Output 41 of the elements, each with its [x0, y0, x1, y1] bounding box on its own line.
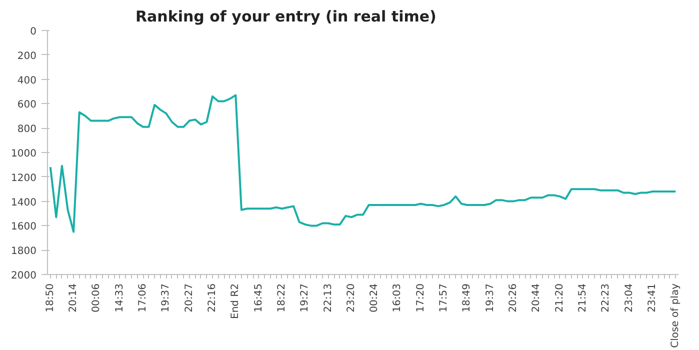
- y-tick-label: 800: [17, 124, 37, 136]
- x-tick-label: 18:50: [44, 283, 56, 312]
- x-tick-label: 21:20: [554, 283, 566, 312]
- x-tick-label: 23:04: [624, 283, 635, 312]
- x-tick-label: 18:49: [462, 283, 473, 312]
- y-tick-label: 0: [30, 26, 37, 38]
- x-tick-label: 19:37: [160, 283, 172, 312]
- x-tick-label: 19:27: [300, 283, 311, 312]
- x-tick-label: 22:13: [322, 283, 334, 312]
- x-tick-label: 17:06: [138, 283, 149, 312]
- y-tick-label: 600: [17, 100, 37, 111]
- x-tick-label: End R2: [230, 283, 242, 319]
- y-tick-label: 1200: [11, 172, 37, 184]
- x-tick-label: 16:03: [392, 283, 404, 312]
- x-tick-label: 20:27: [184, 283, 195, 312]
- y-tick-label: 2000: [11, 270, 37, 282]
- x-tick-label: 18:22: [276, 283, 288, 312]
- x-tick-label: 00:24: [369, 283, 380, 312]
- x-tick-label: 23:41: [646, 283, 658, 312]
- x-tick-label: 16:45: [253, 283, 264, 312]
- x-tick-label: 00:06: [91, 283, 102, 312]
- x-tick-label: 17:57: [438, 283, 450, 312]
- x-tick-label: 14:33: [114, 283, 126, 312]
- y-tick-label: 1400: [11, 197, 37, 208]
- y-tick-label: 1000: [11, 148, 37, 160]
- x-tick-label: 20:26: [508, 283, 520, 312]
- chart-title: Ranking of your entry (in real time): [136, 8, 436, 26]
- x-tick-label: 17:20: [415, 283, 426, 312]
- x-tick-label: 23:20: [346, 283, 357, 312]
- y-tick-label: 1800: [11, 246, 37, 258]
- y-tick-label: 1600: [11, 222, 37, 233]
- x-tick-label: 21:54: [577, 283, 588, 312]
- x-tick-label: 20:14: [68, 283, 80, 312]
- x-tick-label: 20:44: [531, 283, 542, 312]
- y-tick-label: 200: [17, 50, 37, 62]
- x-tick-label: 22:16: [206, 283, 218, 312]
- x-tick-label: Close of play: [670, 283, 682, 348]
- line-series: [49, 94, 677, 233]
- x-tick-label: 19:37: [484, 283, 496, 312]
- x-tick-label: 22:23: [600, 283, 612, 312]
- y-tick-label: 400: [17, 75, 37, 86]
